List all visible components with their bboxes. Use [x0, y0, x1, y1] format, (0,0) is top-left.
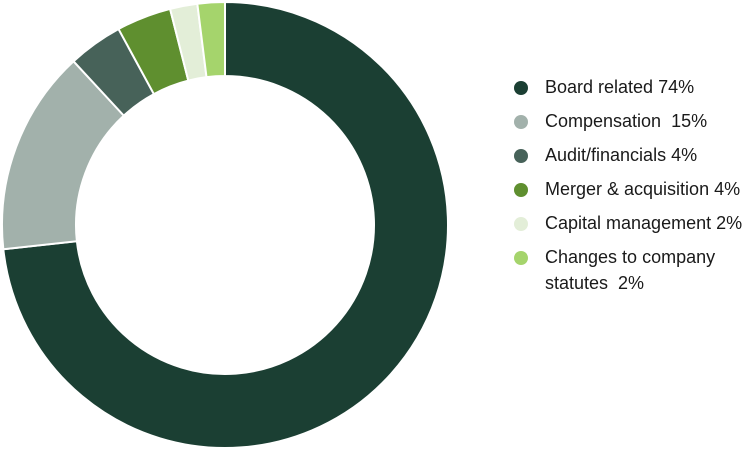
donut-slice — [196, 0, 226, 79]
legend: Board related 74% Compensation 15% Audit/f… — [514, 77, 746, 307]
legend-item: Changes to company statutes 2% — [514, 247, 746, 296]
legend-label: Board related 74% — [545, 77, 695, 97]
legend-marker — [514, 149, 528, 163]
legend-label: Merger & acquisition 4% — [545, 179, 741, 199]
legend-item: Capital management 2% — [514, 213, 746, 236]
legend-label: Compensation 15% — [545, 111, 708, 131]
legend-label: Capital management 2% — [545, 213, 743, 233]
legend-item: Compensation 15% — [514, 111, 746, 134]
legend-item: Board related 74% — [514, 77, 746, 100]
donut-slice — [2, 0, 449, 449]
legend-item: Merger & acquisition 4% — [514, 179, 746, 202]
legend-label: Changes to company statutes 2% — [545, 247, 721, 293]
legend-label: Audit/financials 4% — [545, 145, 698, 165]
legend-marker — [514, 81, 528, 95]
donut — [1, 0, 449, 449]
legend-item: Audit/financials 4% — [514, 145, 746, 168]
legend-marker — [514, 217, 528, 231]
legend-marker — [514, 115, 528, 129]
legend-marker — [514, 183, 528, 197]
legend-marker — [514, 251, 528, 265]
